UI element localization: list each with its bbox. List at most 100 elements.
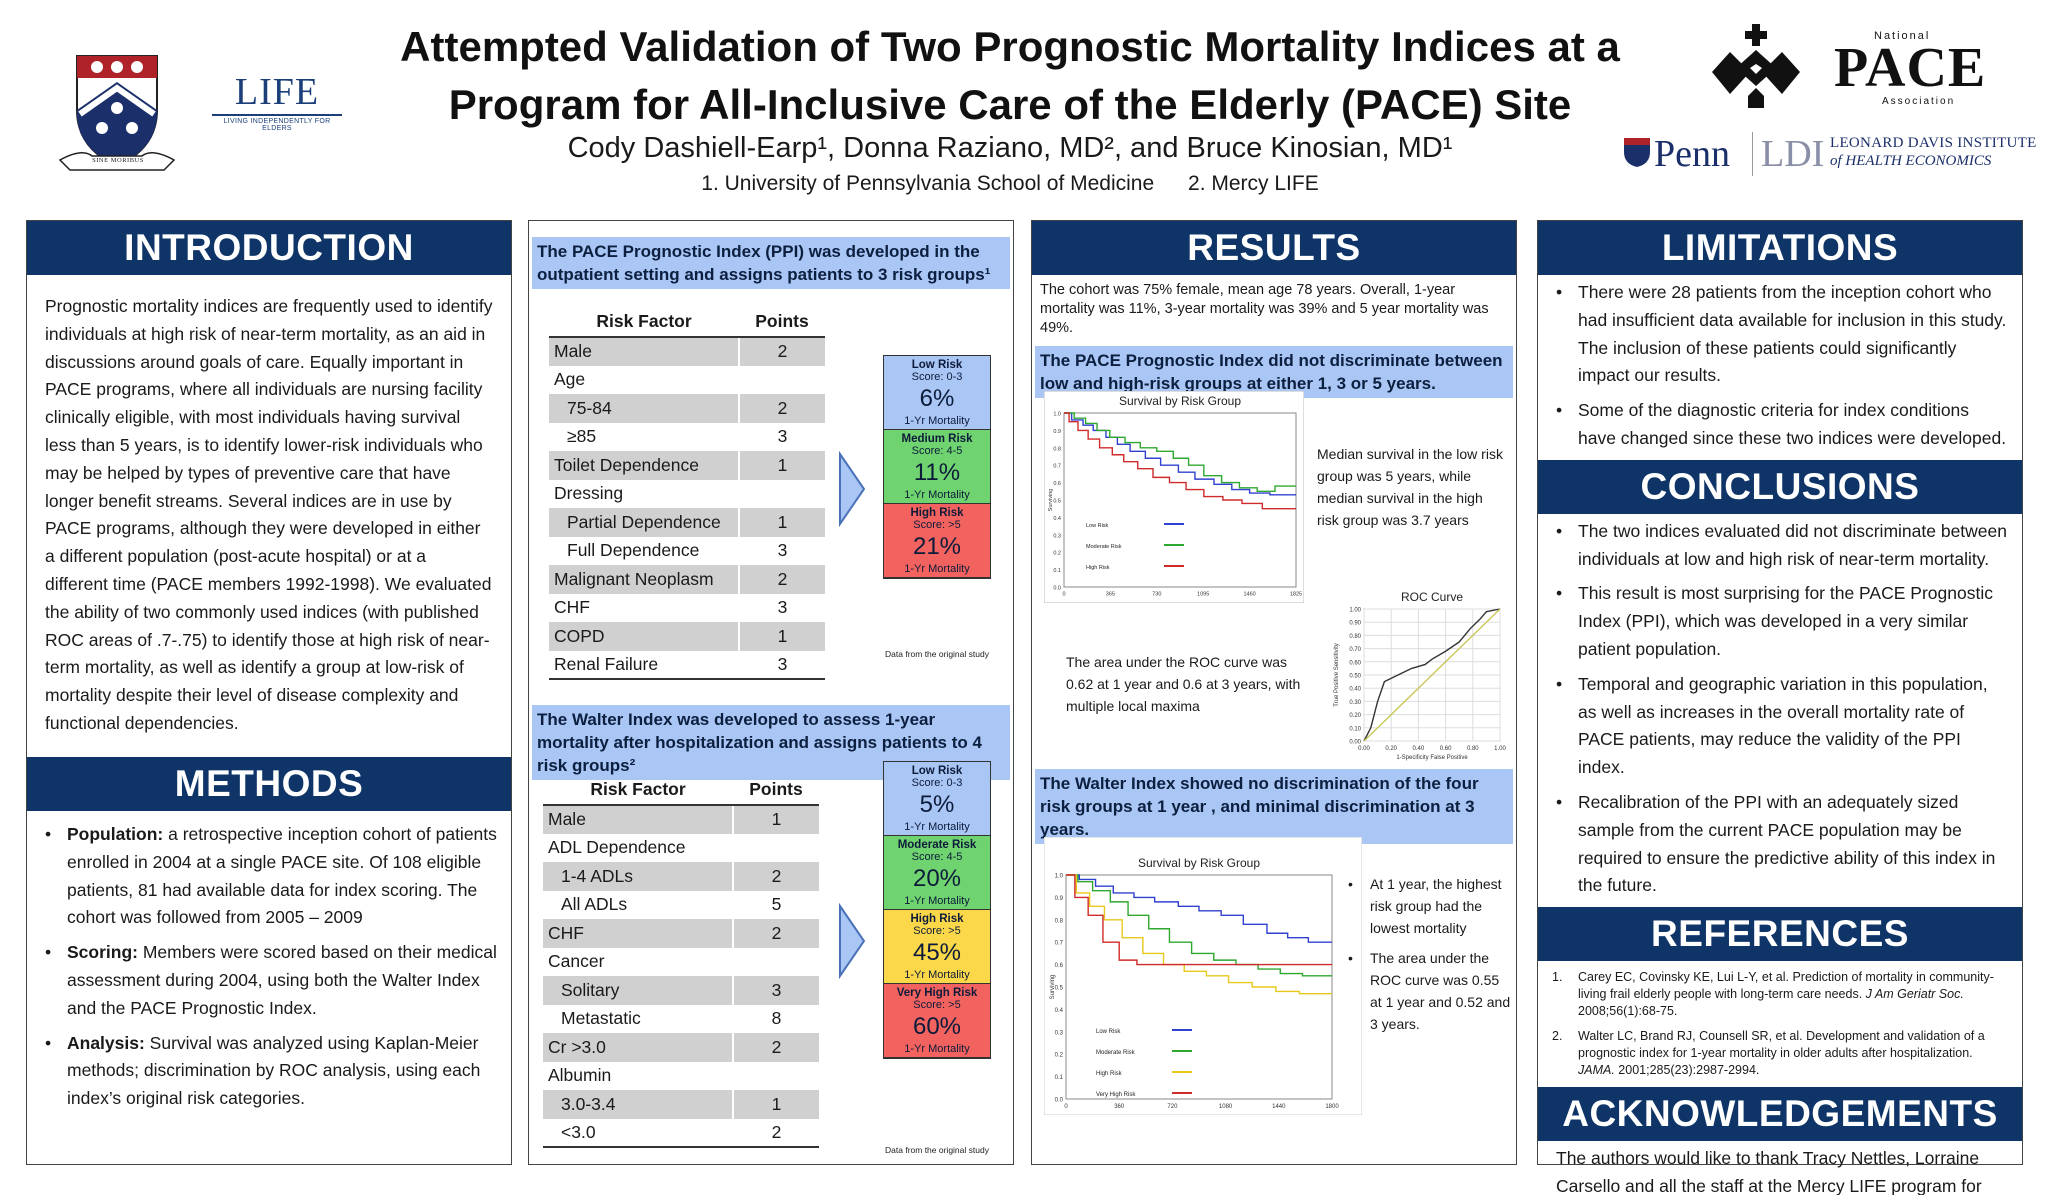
y-tick-label: 0.0 <box>1055 1098 1064 1104</box>
national-pace-logo: National PACE Association <box>1706 22 1985 112</box>
y-tick-label: 0.1 <box>1053 568 1061 574</box>
chart-title: Survival by Risk Group <box>1119 394 1241 408</box>
legend-label: High Risk <box>1096 1071 1123 1077</box>
authors: Cody Dashiell-Earp¹, Donna Raziano, MD²,… <box>567 132 1453 164</box>
y-tick-label: 0.50 <box>1349 674 1361 680</box>
risk-factor-name: COPD <box>549 622 739 651</box>
y-tick-label: 0.20 <box>1349 713 1361 719</box>
walter-risk-table: Risk Factor Points Male 1 ADL Dependence 1-… <box>543 775 819 1148</box>
limitations-item: There were 28 patients from the inceptio… <box>1552 279 2008 390</box>
results-walter-heading: The Walter Index showed no discriminatio… <box>1035 769 1513 844</box>
risk-factor-name: Male <box>543 805 733 834</box>
ppi-risk-table: Risk Factor Points Male 2 Age 75-84 2 ≥85 3 Toi… <box>549 307 825 680</box>
ldi-line-1: LEONARD DAVIS INSTITUTE <box>1830 135 2037 151</box>
risk-factor-name: Partial Dependence <box>549 508 739 537</box>
limitations-heading: LIMITATIONS <box>1538 221 2022 275</box>
conclusions-item: Temporal and geographic variation in thi… <box>1552 671 2008 782</box>
risk-factor-name: Age <box>554 369 586 390</box>
y-tick-label: 0.30 <box>1349 700 1361 706</box>
walter-survival-chart: Survival by Risk Group 0.0 0.1 0.2 0.3 0.4 0.5… <box>1044 837 1362 1115</box>
risk-group-label: 1-Yr Mortality <box>904 969 970 981</box>
walter-risk-groups: Low Risk Score: 0-3 5% 1-Yr Mortality Modera… <box>883 761 991 1059</box>
risk-factor-points: 2 <box>738 565 825 594</box>
conclusions-item: The two indices evaluated did not discri… <box>1552 518 2008 574</box>
risk-factor-row: Partial Dependence 1 <box>549 508 825 537</box>
risk-factor-name: 1-4 ADLs <box>543 862 733 891</box>
references-heading: REFERENCES <box>1538 907 2022 962</box>
series-line-moderate-risk <box>1066 874 1332 977</box>
x-tick-label: 1095 <box>1197 592 1209 598</box>
risk-group-box: Low Risk Score: 0-3 5% 1-Yr Mortality <box>884 762 990 836</box>
risk-factor-row: Full Dependence 3 <box>549 536 825 565</box>
risk-factor-points: 3 <box>738 422 825 451</box>
risk-group-score: Score: 0-3 <box>911 777 963 789</box>
series-line-reference <box>1363 608 1501 742</box>
y-tick-label: 0.9 <box>1055 896 1064 902</box>
x-tick-label: 0.80 <box>1467 746 1479 752</box>
y-tick-label: 1.00 <box>1349 608 1361 614</box>
risk-factor-row: Albumin <box>543 1061 819 1090</box>
x-tick-label: 0.20 <box>1385 746 1397 752</box>
y-tick-label: 0.40 <box>1349 687 1361 693</box>
risk-factor-name: Full Dependence <box>567 540 700 561</box>
methods-item: Population: a retrospective inception co… <box>41 821 497 932</box>
risk-group-box: Very High Risk Score: >5 60% 1-Yr Mortality <box>884 984 990 1058</box>
y-tick-label: 0.70 <box>1349 647 1361 653</box>
risk-factor-name: Metastatic <box>561 1008 641 1029</box>
risk-group-name: High Risk <box>910 913 964 925</box>
risk-factor-points <box>738 365 825 394</box>
risk-group-label: 1-Yr Mortality <box>904 1043 970 1055</box>
legend-label: Low Risk <box>1096 1029 1121 1035</box>
risk-factor-points: 2 <box>732 1033 819 1062</box>
risk-group-score: Score: >5 <box>913 999 961 1011</box>
conclusions-heading: CONCLUSIONS <box>1538 459 2022 514</box>
series-line-low-risk <box>1064 412 1296 496</box>
ppi-source: Data from the original study <box>885 649 989 659</box>
risk-factor-points: 1 <box>732 805 819 834</box>
legend-label: Moderate Risk <box>1096 1050 1136 1056</box>
risk-factor-points: 2 <box>738 337 825 366</box>
penn-ldi-logo: Penn LDI LEONARD DAVIS INSTITUTE of HEAL… <box>1622 132 2040 176</box>
risk-group-name: Moderate Risk <box>897 839 977 851</box>
y-tick-label: 0.0 <box>1053 586 1061 592</box>
title-line-1: Attempted Validation of Two Prognostic M… <box>400 23 1620 70</box>
risk-factor-name: Solitary <box>543 976 733 1005</box>
reference-item: 1. Carey EC, Covinsky KE, Lui L-Y, et al.… <box>1552 970 1994 1019</box>
results-ppi-heading: The PACE Prognostic Index did not discri… <box>1035 346 1513 398</box>
y-axis-label: True Positive Sensitivity <box>1334 643 1340 706</box>
walter-col-factor: Risk Factor <box>543 775 733 806</box>
risk-group-pct: 5% <box>919 791 955 818</box>
results-intro: The cohort was 75% female, mean age 78 y… <box>1040 282 1489 336</box>
risk-group-box: High Risk Score: >5 45% 1-Yr Mortality <box>884 910 990 984</box>
methods-item: Scoring: Members were scored based on th… <box>41 939 497 1022</box>
legend-label: High Risk <box>1086 565 1110 571</box>
risk-factor-row: All ADLs 5 <box>543 890 819 919</box>
walter-notes: At 1 year, the highest risk group had th… <box>1344 873 1514 1042</box>
y-axis-label: Surviving <box>1048 489 1054 512</box>
risk-factor-points: 2 <box>738 394 825 423</box>
limitations-item: Some of the diagnostic criteria for inde… <box>1552 397 2008 453</box>
risk-factor-row: Male 2 <box>549 337 825 366</box>
risk-factor-name: Cancer <box>548 951 605 972</box>
risk-factor-points: 3 <box>738 650 825 680</box>
x-tick-label: 1440 <box>1272 1104 1286 1110</box>
x-tick-label: 1460 <box>1243 592 1255 598</box>
risk-factor-row: <3.0 2 <box>543 1118 819 1148</box>
y-tick-label: 0.80 <box>1349 634 1361 640</box>
risk-factor-points: 5 <box>732 890 819 919</box>
introduction-text: Prognostic mortality indices are frequen… <box>45 296 493 733</box>
risk-factor-row: Male 1 <box>543 805 819 834</box>
walter-note-1: At 1 year, the highest risk group had th… <box>1344 873 1514 939</box>
risk-factor-points: 1 <box>738 451 825 480</box>
risk-group-score: Score: 4-5 <box>911 445 963 457</box>
series-line-roc <box>1363 608 1501 742</box>
ppi-roc-note: The area under the ROC curve was 0.62 at… <box>1066 654 1301 714</box>
roc-curve-chart: ROC Curve 0.00 0.10 0.20 0.30 0.40 0.50 0.60 0.7… <box>1328 591 1508 769</box>
y-tick-label: 0.4 <box>1055 1008 1064 1014</box>
risk-factor-row: Cancer <box>543 947 819 976</box>
ppi-median-note: Median survival in the low risk group wa… <box>1317 446 1503 528</box>
conclusions-item: This result is most surprising for the P… <box>1552 580 2008 663</box>
risk-group-pct: 11% <box>913 459 961 486</box>
x-tick-label: 1.00 <box>1494 746 1506 752</box>
risk-group-name: Medium Risk <box>901 433 973 445</box>
